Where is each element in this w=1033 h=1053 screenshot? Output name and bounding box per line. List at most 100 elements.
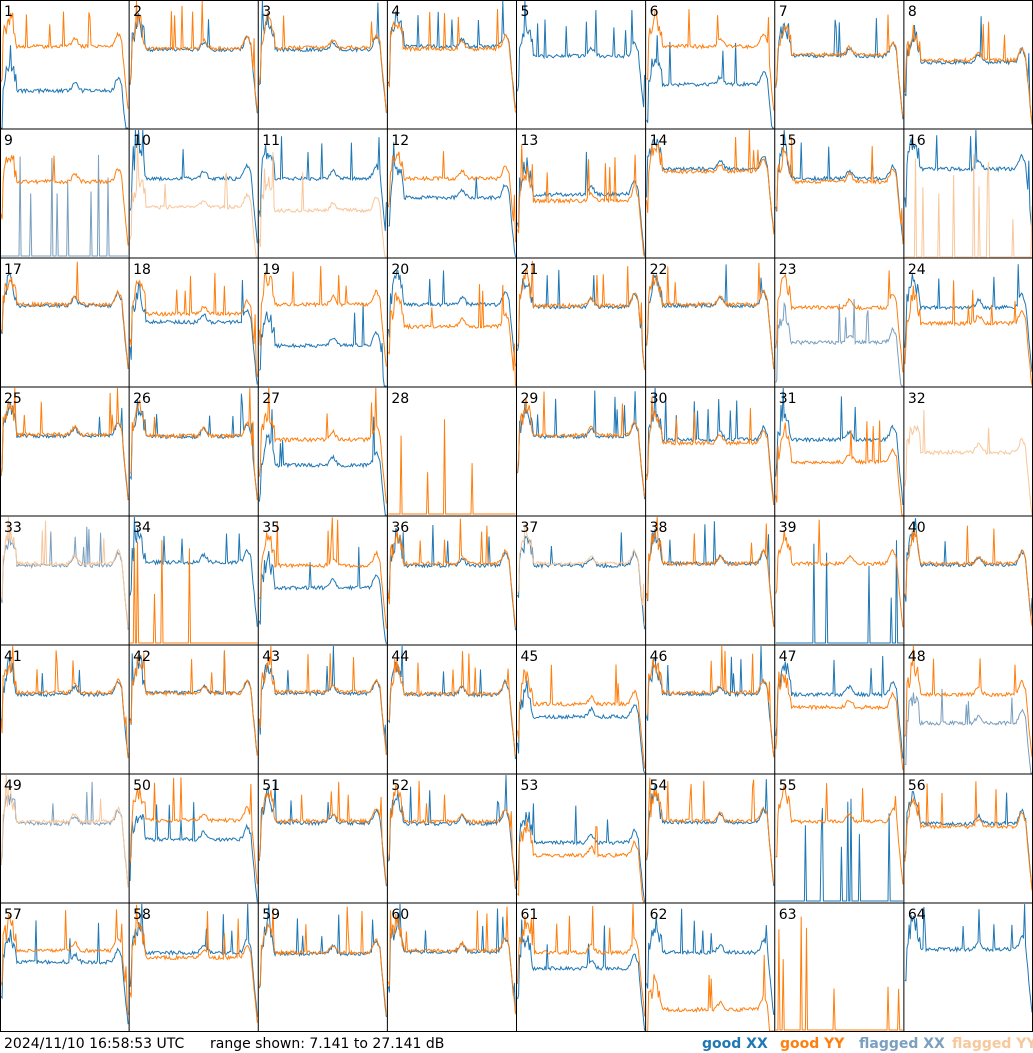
- panel-20-xx-line: [387, 270, 516, 366]
- panel-44-number: 44: [391, 649, 409, 665]
- panel-40: 40: [904, 518, 1033, 627]
- legend-good-xx: good XX: [702, 1036, 768, 1052]
- panel-49-number: 49: [4, 778, 22, 794]
- panel-8: 8: [904, 4, 1033, 125]
- panel-57-xx-line: [0, 920, 129, 1025]
- panel-35-number: 35: [262, 520, 280, 536]
- panel-36-yy-line: [387, 518, 516, 628]
- panel-20-yy-line: [387, 284, 516, 387]
- panel-34-yy-line: [130, 540, 258, 644]
- panel-45-yy-line: [517, 664, 646, 769]
- panel-57-yy-line: [0, 909, 129, 1016]
- panel-56: 56: [904, 778, 1033, 891]
- panel-51: 51: [258, 778, 387, 887]
- panel-12-yy-line: [387, 151, 516, 243]
- panel-16-number: 16: [908, 133, 926, 149]
- panel-57-number: 57: [4, 907, 22, 923]
- panel-64-xx-line: [904, 903, 1033, 1013]
- panel-62: 62: [646, 907, 775, 1032]
- panel-48-number: 48: [908, 649, 926, 665]
- panel-39: 39: [775, 519, 904, 644]
- panel-17-yy-line: [0, 261, 129, 368]
- panel-61-xx-line: [517, 919, 646, 1031]
- panel-16: 16: [904, 129, 1033, 258]
- panel-23-yy-line: [775, 270, 904, 373]
- panel-1-xx-line: [1, 45, 129, 129]
- panel-5: 5: [517, 0, 646, 108]
- panel-42-xx-line: [129, 651, 258, 756]
- panel-27-yy-line: [258, 387, 387, 504]
- panel-55-yy-line: [775, 783, 904, 885]
- panel-11-xx-line: [258, 136, 387, 231]
- panel-21-yy-line: [517, 260, 646, 371]
- panel-36-xx-line: [387, 524, 516, 631]
- panel-37-number: 37: [521, 520, 539, 536]
- panel-11-number: 11: [262, 133, 280, 149]
- panel-49-yy-line: [0, 774, 129, 887]
- panel-18-xx-line: [129, 279, 258, 385]
- panel-9-xx-line: [1, 154, 129, 257]
- panel-34-xx-line: [129, 516, 258, 627]
- panel-2-number: 2: [133, 4, 142, 20]
- panel-3: 3: [258, 0, 387, 113]
- panel-22: 22: [646, 262, 775, 370]
- panel-19-xx-line: [258, 303, 387, 387]
- panel-24-yy-line: [904, 280, 1033, 386]
- panel-45: 45: [517, 649, 646, 774]
- panel-52: 52: [387, 774, 516, 889]
- panel-39-number: 39: [779, 520, 797, 536]
- panel-63-yy-line: [775, 916, 903, 1031]
- panel-19-yy-line: [258, 266, 387, 367]
- timestamp-label: 2024/11/10 16:58:53 UTC: [4, 1036, 184, 1052]
- panel-43: 43: [258, 645, 387, 756]
- panel-61: 61: [517, 903, 646, 1031]
- panel-51-number: 51: [262, 778, 280, 794]
- panel-24-number: 24: [908, 262, 926, 278]
- panel-29-xx-line: [517, 390, 646, 500]
- panel-27-xx-line: [258, 409, 387, 516]
- panel-30-number: 30: [650, 391, 668, 407]
- panel-37-xx-line: [517, 532, 646, 630]
- panel-48: 48: [904, 645, 1033, 774]
- panel-46-xx-line: [646, 645, 775, 757]
- panel-22-number: 22: [650, 262, 668, 278]
- panel-61-number: 61: [521, 907, 539, 923]
- panel-25-xx-line: [0, 401, 129, 501]
- panel-9-number: 9: [4, 133, 13, 149]
- panel-47-xx-line: [775, 655, 904, 759]
- panel-22-xx-line: [646, 264, 775, 370]
- panel-36: 36: [387, 518, 516, 631]
- panel-6-xx-line: [646, 35, 774, 129]
- panel-14: 14: [646, 129, 775, 235]
- panel-40-xx-line: [904, 518, 1033, 617]
- panel-55-xx-line: [775, 798, 903, 902]
- panel-8-number: 8: [908, 4, 917, 20]
- panel-8-yy-line: [904, 21, 1033, 123]
- panel-53: 53: [517, 778, 646, 903]
- panel-53-number: 53: [521, 778, 539, 794]
- panel-3-xx-line: [258, 0, 387, 113]
- panel-40-number: 40: [908, 520, 926, 536]
- panel-46-number: 46: [650, 649, 668, 665]
- panel-15-yy-line: [775, 136, 904, 245]
- panel-26-xx-line: [129, 393, 258, 500]
- panel-8-xx-line: [904, 16, 1033, 125]
- panel-21-xx-line: [517, 269, 646, 370]
- panel-50-number: 50: [133, 778, 151, 794]
- panel-62-xx-line: [646, 908, 775, 1015]
- panel-41-yy-line: [0, 645, 129, 758]
- panel-59-number: 59: [262, 907, 280, 923]
- panel-27-number: 27: [262, 391, 280, 407]
- panel-27: 27: [258, 387, 387, 516]
- panel-60-yy-line: [387, 906, 516, 1015]
- panel-31-yy-line: [775, 420, 903, 516]
- panel-21: 21: [517, 260, 646, 371]
- panel-20: 20: [387, 262, 516, 387]
- panel-41: 41: [0, 645, 129, 759]
- panel-61-yy-line: [517, 903, 646, 1017]
- panel-40-yy-line: [904, 525, 1033, 627]
- panel-14-xx-line: [646, 138, 775, 232]
- panel-14-yy-line: [646, 129, 775, 235]
